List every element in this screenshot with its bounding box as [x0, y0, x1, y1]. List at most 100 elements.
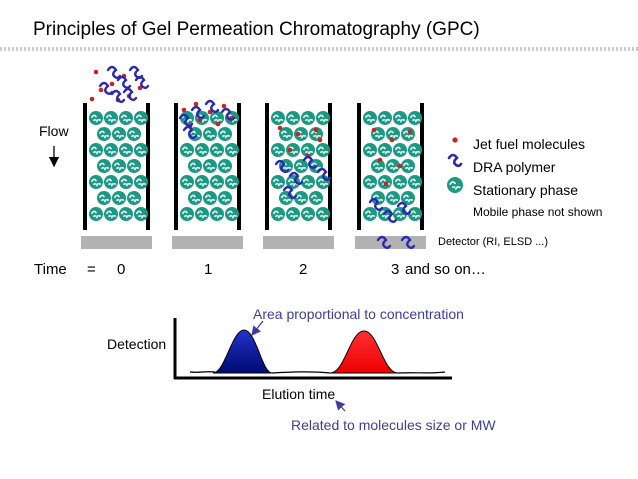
- title-divider: [0, 47, 638, 51]
- peak-blue: [212, 329, 273, 374]
- bead: [203, 191, 217, 205]
- column-0-left-wall: [83, 103, 87, 230]
- legend-polymer-icon: [447, 153, 463, 168]
- bead: [401, 127, 415, 141]
- polymer-coil: [98, 81, 114, 95]
- jet-fuel-dot: [383, 181, 389, 187]
- bead: [127, 127, 141, 141]
- legend-stationary-label: Stationary phase: [473, 182, 579, 198]
- jet-fuel-dot: [215, 121, 221, 127]
- bead: [119, 111, 133, 125]
- polymer-coil: [400, 235, 416, 249]
- legend-mobile-label: Mobile phase not shown: [473, 205, 603, 219]
- polymer-coil: [190, 105, 206, 119]
- time-3: 3: [391, 261, 400, 278]
- jet-fuel-dot: [93, 69, 99, 75]
- stationary-phase-beads: [89, 111, 422, 221]
- polymer-coil: [396, 201, 412, 215]
- bead: [89, 207, 103, 221]
- bead: [218, 191, 232, 205]
- detector-bar-1: [172, 236, 243, 249]
- bead: [225, 175, 239, 189]
- detection-axis-label: Detection: [107, 336, 167, 352]
- jet-fuel-dot: [277, 125, 283, 131]
- bead: [393, 175, 407, 189]
- bead: [134, 175, 148, 189]
- polymer-coil: [376, 235, 392, 249]
- bead: [386, 127, 400, 141]
- size-arrow: [335, 400, 346, 412]
- bead: [195, 207, 209, 221]
- legend-jet-fuel-icon: [452, 137, 458, 143]
- bead: [97, 191, 111, 205]
- bead: [316, 111, 330, 125]
- bead: [210, 207, 224, 221]
- jet-fuel-dot: [109, 81, 115, 87]
- legend-bead-icon: [447, 177, 463, 193]
- polymer-coil: [116, 75, 132, 89]
- bead: [309, 191, 323, 205]
- jet-fuel-dot: [389, 137, 395, 143]
- area-arrow: [251, 320, 264, 336]
- bead: [271, 111, 285, 125]
- bead: [408, 207, 422, 221]
- bead: [386, 159, 400, 173]
- bead: [225, 143, 239, 157]
- peak-red: [329, 330, 399, 374]
- bead: [371, 159, 385, 173]
- bead: [134, 207, 148, 221]
- polymer-coil: [316, 167, 332, 181]
- bead: [97, 127, 111, 141]
- bead: [195, 143, 209, 157]
- bead: [363, 143, 377, 157]
- bead: [378, 111, 392, 125]
- bead: [218, 159, 232, 173]
- polymer-coil: [134, 75, 150, 89]
- bead: [271, 175, 285, 189]
- columns: [83, 103, 424, 230]
- bead: [188, 191, 202, 205]
- bead: [363, 175, 377, 189]
- bead: [180, 207, 194, 221]
- bead: [301, 175, 315, 189]
- time-suffix: and so on…: [405, 261, 486, 278]
- size-annotation: Related to molecules size or MW: [291, 417, 496, 433]
- column-2-right-wall: [328, 103, 332, 230]
- bead: [301, 143, 315, 157]
- bead: [271, 207, 285, 221]
- polymer-coil: [122, 87, 138, 101]
- time-equals: =: [87, 261, 96, 278]
- time-0: 0: [117, 261, 126, 278]
- polymer-coil: [368, 197, 384, 211]
- detector-bar-2: [263, 236, 334, 249]
- time-1: 1: [204, 261, 213, 278]
- bead: [286, 143, 300, 157]
- bead: [104, 207, 118, 221]
- jet-fuel-dot: [371, 127, 377, 133]
- molecules: [89, 65, 416, 249]
- jet-fuel-dot: [89, 96, 95, 102]
- baseline: [189, 371, 216, 373]
- polymer-coil: [106, 65, 122, 79]
- jet-fuel-dot: [193, 101, 199, 107]
- column-3-left-wall: [357, 103, 361, 230]
- detector-bar-0: [81, 236, 152, 249]
- bead: [447, 177, 463, 193]
- bead: [119, 143, 133, 157]
- bead: [188, 159, 202, 173]
- polymer-coil: [110, 89, 126, 103]
- bead: [104, 175, 118, 189]
- jet-fuel-dot: [377, 157, 383, 163]
- jet-fuel-dot: [295, 131, 301, 137]
- bead: [393, 143, 407, 157]
- polymer-coil: [302, 155, 318, 169]
- bead: [378, 143, 392, 157]
- elution-axis-label: Elution time: [262, 386, 336, 402]
- jet-fuel-dot: [287, 147, 293, 153]
- time-2: 2: [299, 261, 308, 278]
- bead: [203, 127, 217, 141]
- bead: [294, 159, 308, 173]
- bead: [210, 175, 224, 189]
- bead: [210, 143, 224, 157]
